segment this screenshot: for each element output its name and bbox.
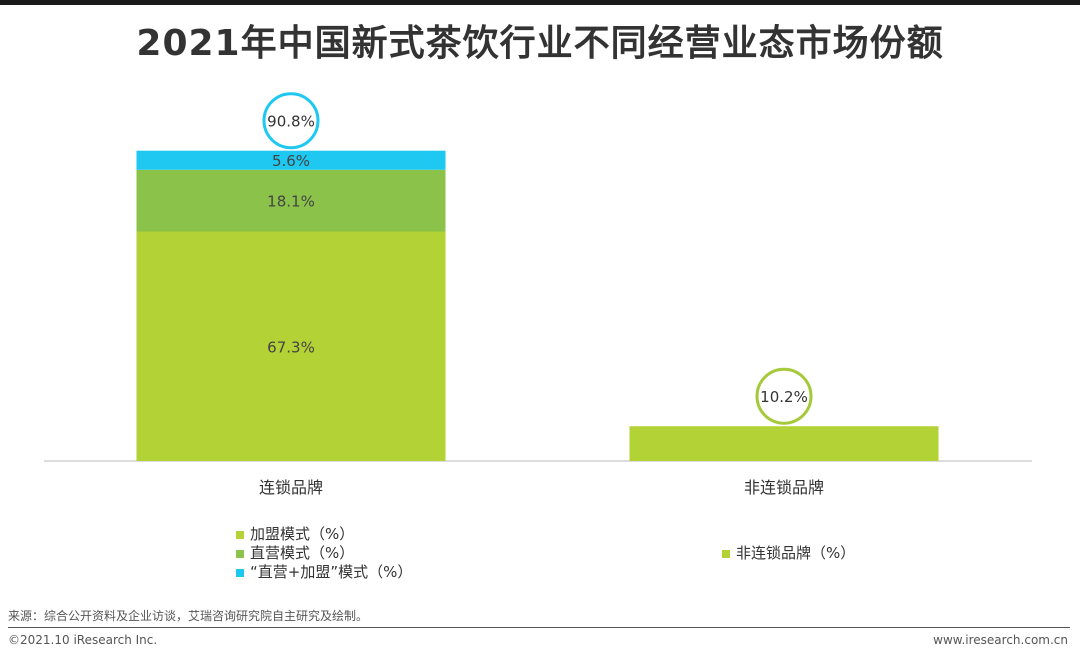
category-label: 非连锁品牌 xyxy=(744,478,824,497)
footer-divider xyxy=(8,627,1070,628)
total-highlight-circle xyxy=(755,367,813,425)
bar-segment xyxy=(136,169,446,232)
bar-segment xyxy=(136,231,446,461)
segment-value-label: 67.3% xyxy=(267,338,315,356)
stacked-bar-chart: 67.3% 18.1% 5.6% 90.8% 连锁品牌 10.2% 非连锁品牌 xyxy=(44,92,1032,497)
legend-label: “直营+加盟”模式（%） xyxy=(250,563,413,581)
category-label: 连锁品牌 xyxy=(259,478,323,497)
segment-value-label: 18.1% xyxy=(267,193,315,211)
total-value-label: 10.2% xyxy=(760,388,808,406)
legend-swatch xyxy=(236,549,244,558)
legend-item-direct: 直营模式（%） xyxy=(236,544,412,563)
legend-label: 非连锁品牌（%） xyxy=(736,544,856,562)
legend-label: 加盟模式（%） xyxy=(250,525,355,543)
legend-swatch xyxy=(236,568,244,577)
legend-non-chain: 非连锁品牌（%） xyxy=(722,544,855,563)
source-note: 来源：综合公开资料及企业访谈，艾瑞咨询研究院自主研究及绘制。 xyxy=(8,609,369,623)
legend-swatch xyxy=(236,530,244,539)
website-link[interactable]: www.iresearch.com.cn xyxy=(933,633,1068,647)
legend-item-franchise: 加盟模式（%） xyxy=(236,525,412,544)
top-bar xyxy=(0,0,1080,5)
total-highlight-circle xyxy=(262,92,320,150)
segment-value-label: 5.6% xyxy=(272,152,310,170)
chart-title: 2021年中国新式茶饮行业不同经营业态市场份额 xyxy=(136,23,944,64)
legend-item-mixed: “直营+加盟”模式（%） xyxy=(236,563,412,582)
legend-chain: 加盟模式（%） 直营模式（%） “直营+加盟”模式（%） xyxy=(236,525,412,582)
total-value-label: 90.8% xyxy=(267,113,315,131)
bar-segment xyxy=(136,150,446,170)
bar-segment xyxy=(629,426,939,461)
legend-swatch xyxy=(722,549,730,558)
legend-label: 直营模式（%） xyxy=(250,544,355,562)
copyright-text: ©2021.10 iResearch Inc. xyxy=(8,633,158,647)
legend-item-non-chain: 非连锁品牌（%） xyxy=(722,544,855,563)
